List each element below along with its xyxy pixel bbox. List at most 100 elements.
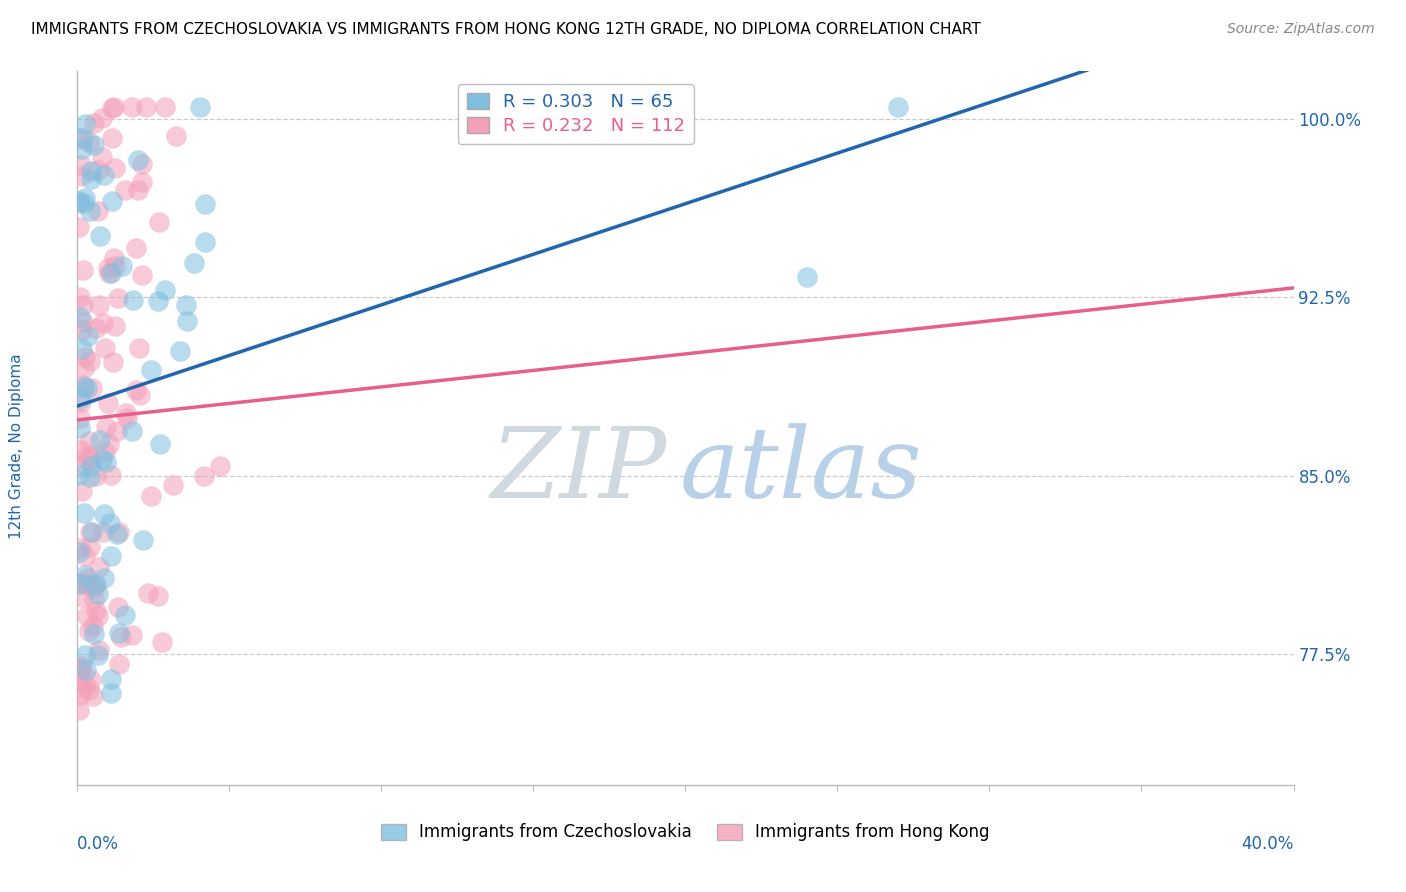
Point xyxy=(80,525,103,540)
Point xyxy=(115,411,138,425)
Point xyxy=(101,355,124,369)
Point xyxy=(111,259,134,273)
Point xyxy=(83,580,105,594)
Point xyxy=(77,682,100,697)
Point xyxy=(148,589,170,603)
Point xyxy=(75,576,97,591)
Point xyxy=(108,626,131,640)
Point xyxy=(91,150,114,164)
Point xyxy=(73,677,96,691)
Point xyxy=(70,342,93,356)
Point xyxy=(67,467,90,482)
Point xyxy=(125,384,148,398)
Legend: Immigrants from Czechoslovakia, Immigrants from Hong Kong: Immigrants from Czechoslovakia, Immigran… xyxy=(374,817,997,848)
Point xyxy=(100,467,122,482)
Point xyxy=(98,516,121,530)
Point xyxy=(67,545,90,559)
Point xyxy=(89,559,111,574)
Point xyxy=(87,204,110,219)
Point xyxy=(72,315,94,329)
Point xyxy=(100,673,122,687)
Text: ZIP: ZIP xyxy=(491,424,668,518)
Point xyxy=(176,314,198,328)
Point xyxy=(131,268,153,282)
Point xyxy=(105,527,128,541)
Point xyxy=(80,381,103,395)
Point xyxy=(84,578,107,592)
Point xyxy=(83,137,105,152)
Point xyxy=(82,618,104,632)
Point xyxy=(76,571,98,585)
Point xyxy=(162,478,184,492)
Point xyxy=(73,191,96,205)
Point xyxy=(107,599,129,614)
Point xyxy=(110,630,132,644)
Point xyxy=(131,157,153,171)
Point xyxy=(146,294,169,309)
Point xyxy=(100,686,122,700)
Point xyxy=(83,626,105,640)
Point xyxy=(93,571,115,585)
Point xyxy=(94,445,117,459)
Point xyxy=(67,703,90,717)
Point xyxy=(72,506,94,520)
Point xyxy=(104,161,127,176)
Point xyxy=(129,387,152,401)
Point xyxy=(69,395,91,409)
Point xyxy=(73,360,96,375)
Point xyxy=(82,689,104,703)
Point xyxy=(796,269,818,284)
Point xyxy=(77,624,100,638)
Point xyxy=(150,635,173,649)
Point xyxy=(169,344,191,359)
Point xyxy=(93,507,115,521)
Point xyxy=(136,586,159,600)
Point xyxy=(96,455,118,469)
Point xyxy=(80,172,103,186)
Point xyxy=(69,577,91,591)
Point xyxy=(77,135,100,149)
Point xyxy=(89,433,111,447)
Point xyxy=(93,341,115,355)
Point xyxy=(100,101,122,115)
Point xyxy=(125,241,148,255)
Point xyxy=(77,578,100,592)
Point xyxy=(208,458,231,473)
Point xyxy=(91,451,114,466)
Point xyxy=(72,263,94,277)
Point xyxy=(69,289,91,303)
Point xyxy=(89,228,111,243)
Point xyxy=(174,298,197,312)
Point xyxy=(121,100,143,114)
Point xyxy=(127,183,149,197)
Point xyxy=(84,469,107,483)
Point xyxy=(114,183,136,197)
Point xyxy=(69,661,91,675)
Point xyxy=(97,396,120,410)
Point xyxy=(79,353,101,368)
Point xyxy=(79,470,101,484)
Point xyxy=(80,673,103,687)
Point xyxy=(87,642,110,657)
Point xyxy=(104,318,127,333)
Point xyxy=(67,576,90,591)
Point xyxy=(67,219,90,234)
Point xyxy=(72,591,94,605)
Point xyxy=(79,540,101,554)
Point xyxy=(67,130,90,145)
Point xyxy=(121,628,143,642)
Point xyxy=(148,215,170,229)
Point xyxy=(131,175,153,189)
Point xyxy=(115,406,138,420)
Point xyxy=(105,424,128,438)
Point xyxy=(79,164,101,178)
Point xyxy=(72,323,94,337)
Point xyxy=(73,549,96,564)
Point xyxy=(69,420,91,434)
Point xyxy=(76,448,98,462)
Point xyxy=(148,436,170,450)
Point xyxy=(69,458,91,473)
Point xyxy=(101,131,124,145)
Point xyxy=(67,194,90,208)
Point xyxy=(67,196,90,211)
